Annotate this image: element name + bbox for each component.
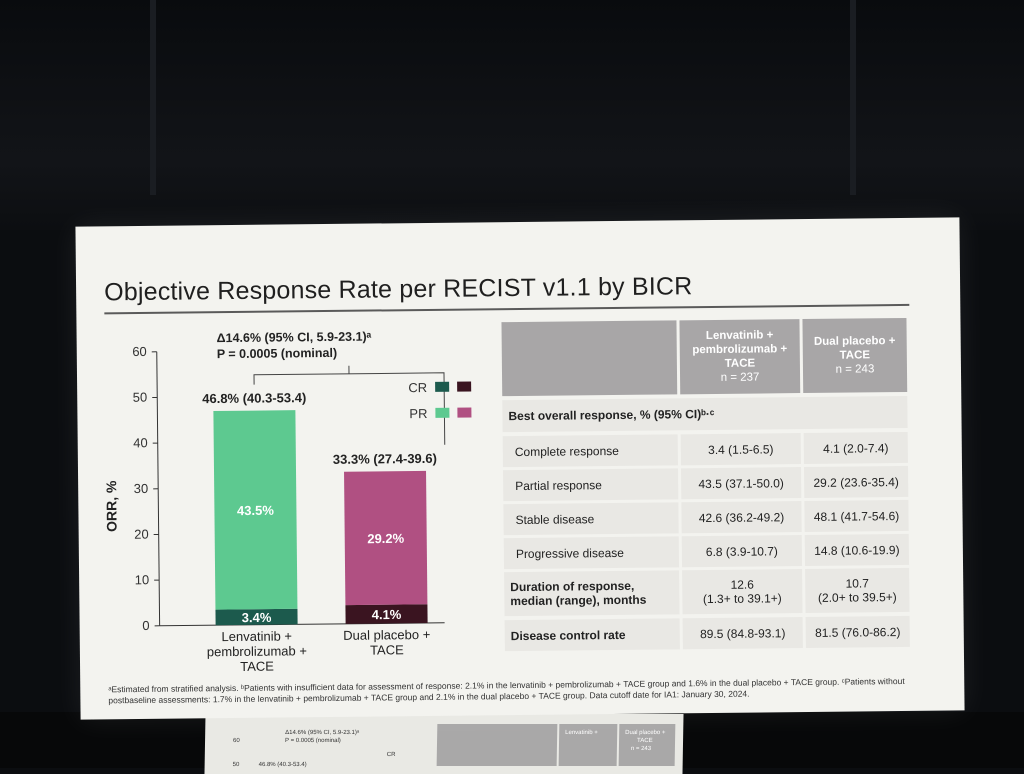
legend-label: CR [408, 380, 427, 395]
table-row-duration: Duration of response,median (range), mon… [504, 568, 909, 616]
x-category-label: TACE [370, 642, 404, 657]
delta-annotation: Δ14.6% (95% CI, 5.9-23.1)ᵃ [217, 330, 372, 346]
monitor-annotation: P = 0.0005 (nominal) [285, 738, 341, 744]
y-tick-label: 40 [133, 435, 148, 450]
y-tick-label: 10 [135, 572, 150, 587]
legend-swatch [435, 382, 449, 392]
monitor-header: Lenvatinib + [559, 724, 618, 766]
table-header-blank [501, 320, 677, 396]
x-category-label: pembrolizumab + [207, 643, 307, 659]
presentation-slide: Objective Response Rate per RECIST v1.1 … [75, 217, 964, 719]
stage-truss [150, 0, 156, 195]
legend-swatch [457, 408, 471, 418]
slide-title: Objective Response Rate per RECIST v1.1 … [104, 272, 693, 307]
monitor-tick: 60 [233, 738, 240, 744]
response-table: Lenvatinib + pembrolizumab + TACE n = 23… [501, 318, 906, 322]
monitor-tick: 50 [233, 762, 240, 768]
x-category-label: Dual placebo + [343, 627, 430, 643]
bar-value-label: 43.5% [237, 503, 274, 518]
orr-bar-chart: Δ14.6% (95% CI, 5.9-23.1)ᵃ P = 0.0005 (n… [96, 322, 500, 676]
table-row: Partial response 43.5 (37.1-50.0) 29.2 (… [503, 466, 908, 501]
table-row: Complete response 3.4 (1.5-6.5) 4.1 (2.0… [503, 432, 908, 467]
x-category-label: TACE [240, 659, 274, 674]
monitor-total: 46.8% (40.3-53.4) [259, 762, 307, 768]
monitor-annotation: Δ14.6% (95% CI, 5.9-23.1)ᵃ [285, 730, 359, 736]
y-tick-label: 60 [132, 344, 147, 359]
legend-label: PR [409, 406, 427, 421]
y-tick-label: 20 [134, 527, 149, 542]
p-value-annotation: P = 0.0005 (nominal) [217, 346, 337, 361]
section-best-overall-response: Best overall response, % (95% CI)ᵇ·ᶜ [502, 396, 907, 432]
stage-truss [850, 0, 856, 195]
y-axis-label: ORR, % [103, 480, 120, 532]
header-lenvatinib: Lenvatinib + pembrolizumab + TACE n = 23… [679, 319, 800, 394]
table-row: Progressive disease 6.8 (3.9-10.7) 14.8 … [504, 534, 909, 569]
y-tick-label: 30 [134, 481, 149, 496]
monitor-legend: CR [387, 752, 396, 758]
table-row: Stable disease 42.6 (36.2-49.2) 48.1 (41… [503, 500, 908, 535]
monitor-header [437, 724, 558, 766]
foreground-monitor: Δ14.6% (95% CI, 5.9-23.1)ᵃ P = 0.0005 (n… [204, 714, 683, 774]
header-placebo: Dual placebo + TACE n = 243 [802, 318, 907, 393]
legend-swatch [435, 408, 449, 418]
y-tick-label: 50 [133, 390, 148, 405]
footnote: ᵃEstimated from stratified analysis. ᵇPa… [108, 676, 948, 707]
x-axis-line [160, 623, 445, 626]
chart-svg: Δ14.6% (95% CI, 5.9-23.1)ᵃ P = 0.0005 (n… [96, 322, 500, 676]
bar-value-label: 29.2% [367, 531, 404, 546]
bar-value-label: 4.1% [372, 607, 402, 622]
bar-value-label: 3.4% [242, 610, 272, 625]
bar-total-label: 33.3% (27.4-39.6) [333, 451, 437, 467]
y-tick-label: 0 [142, 618, 149, 633]
bar-total-label: 46.8% (40.3-53.4) [202, 390, 306, 406]
monitor-header: Dual placebo + TACE n = 243 [619, 724, 676, 766]
table-row-dcr: Disease control rate 89.5 (84.8-93.1) 81… [505, 616, 910, 651]
legend-swatch [457, 382, 471, 392]
x-category-label: Lenvatinib + [221, 628, 292, 644]
